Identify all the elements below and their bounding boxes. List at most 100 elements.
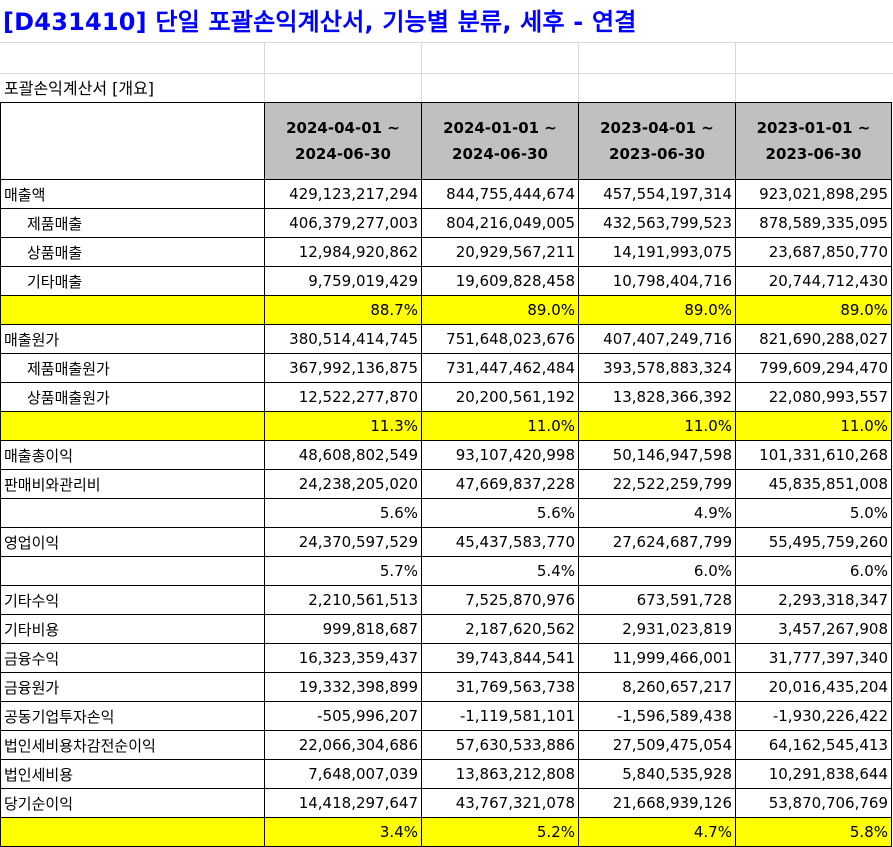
- table-row: 공동기업투자손익 -505,996,207 -1,119,581,101 -1,596…: [0, 701, 892, 731]
- table-row: 상품매출원가 12,522,277,870 20,200,561,192 13,828…: [0, 382, 892, 412]
- value-cell: 48,608,802,549: [264, 440, 422, 470]
- gridline: [264, 42, 265, 102]
- value-cell: 6.0%: [578, 556, 736, 586]
- row-label: [0, 498, 265, 528]
- value-cell: 23,687,850,770: [735, 237, 892, 267]
- table-row: 5.6% 5.6% 4.9% 5.0%: [0, 498, 892, 528]
- page-title: [D431410] 단일 포괄손익계산서, 기능별 분류, 세후 - 연결: [3, 8, 637, 36]
- row-label: 매출원가: [0, 324, 265, 354]
- value-cell: 5.4%: [421, 556, 579, 586]
- value-cell: 4.7%: [578, 817, 736, 847]
- value-cell: 88.7%: [264, 295, 422, 325]
- value-cell: 27,624,687,799: [578, 527, 736, 557]
- value-cell: 4.9%: [578, 498, 736, 528]
- value-cell: 31,777,397,340: [735, 643, 892, 673]
- value-cell: 457,554,197,314: [578, 179, 736, 209]
- value-cell: 93,107,420,998: [421, 440, 579, 470]
- row-label: [0, 411, 265, 441]
- row-label: 기타매출: [0, 266, 265, 296]
- value-cell: 31,769,563,738: [421, 672, 579, 702]
- value-cell: 12,522,277,870: [264, 382, 422, 412]
- row-label: [0, 295, 265, 325]
- value-cell: 13,828,366,392: [578, 382, 736, 412]
- value-cell: 20,929,567,211: [421, 237, 579, 267]
- value-cell: 20,200,561,192: [421, 382, 579, 412]
- row-label: 금융원가: [0, 672, 265, 702]
- value-cell: 53,870,706,769: [735, 788, 892, 818]
- value-cell: 11.0%: [578, 411, 736, 441]
- table-row: 제품매출원가 367,992,136,875 731,447,462,484 393,…: [0, 353, 892, 383]
- value-cell: 9,759,019,429: [264, 266, 422, 296]
- value-cell: 45,437,583,770: [421, 527, 579, 557]
- value-cell: 407,407,249,716: [578, 324, 736, 354]
- value-cell: 923,021,898,295: [735, 179, 892, 209]
- ratio-row: 3.4% 5.2% 4.7% 5.8%: [0, 817, 892, 847]
- value-cell: 22,066,304,686: [264, 730, 422, 760]
- table-row: 당기순이익 14,418,297,647 43,767,321,078 21,668,…: [0, 788, 892, 818]
- value-cell: 16,323,359,437: [264, 643, 422, 673]
- table-row: 매출총이익 48,608,802,549 93,107,420,998 50,146,…: [0, 440, 892, 470]
- table-row: 영업이익 24,370,597,529 45,437,583,770 27,624,6…: [0, 527, 892, 557]
- table-row: 매출원가 380,514,414,745 751,648,023,676 407,40…: [0, 324, 892, 354]
- income-statement-table: 2024-04-01 ~2024-06-30 2024-01-01 ~2024-…: [0, 102, 892, 847]
- table-row: 법인세비용 7,648,007,039 13,863,212,808 5,840,53…: [0, 759, 892, 789]
- value-cell: 45,835,851,008: [735, 469, 892, 499]
- value-cell: 89.0%: [421, 295, 579, 325]
- value-cell: -1,119,581,101: [421, 701, 579, 731]
- row-label: 판매비와관리비: [0, 469, 265, 499]
- value-cell: 804,216,049,005: [421, 208, 579, 238]
- value-cell: 5.6%: [264, 498, 422, 528]
- value-cell: 27,509,475,054: [578, 730, 736, 760]
- value-cell: 101,331,610,268: [735, 440, 892, 470]
- row-label: [0, 556, 265, 586]
- value-cell: 57,630,533,886: [421, 730, 579, 760]
- table-row: 제품매출 406,379,277,003 804,216,049,005 432,56…: [0, 208, 892, 238]
- value-cell: 3,457,267,908: [735, 614, 892, 644]
- gridline: [735, 42, 736, 102]
- gridline: [0, 42, 893, 43]
- table-row: 기타비용 999,818,687 2,187,620,562 2,931,023,81…: [0, 614, 892, 644]
- value-cell: 11,999,466,001: [578, 643, 736, 673]
- value-cell: 2,210,561,513: [264, 585, 422, 615]
- value-cell: 2,187,620,562: [421, 614, 579, 644]
- value-cell: 20,744,712,430: [735, 266, 892, 296]
- value-cell: 21,668,939,126: [578, 788, 736, 818]
- value-cell: 39,743,844,541: [421, 643, 579, 673]
- period-header: 2024-01-01 ~2024-06-30: [421, 102, 579, 180]
- value-cell: 5.6%: [421, 498, 579, 528]
- value-cell: 799,609,294,470: [735, 353, 892, 383]
- row-label: 상품매출원가: [0, 382, 265, 412]
- row-label: 기타비용: [0, 614, 265, 644]
- value-cell: 878,589,335,095: [735, 208, 892, 238]
- value-cell: 89.0%: [735, 295, 892, 325]
- value-cell: 7,648,007,039: [264, 759, 422, 789]
- value-cell: 43,767,321,078: [421, 788, 579, 818]
- row-label: 기타수익: [0, 585, 265, 615]
- value-cell: 11.0%: [421, 411, 579, 441]
- value-cell: -1,930,226,422: [735, 701, 892, 731]
- table-row: 매출액 429,123,217,294 844,755,444,674 457,554…: [0, 179, 892, 209]
- value-cell: 5.8%: [735, 817, 892, 847]
- value-cell: 89.0%: [578, 295, 736, 325]
- value-cell: 5.0%: [735, 498, 892, 528]
- value-cell: 731,447,462,484: [421, 353, 579, 383]
- row-label: 법인세비용: [0, 759, 265, 789]
- value-cell: 10,798,404,716: [578, 266, 736, 296]
- value-cell: 5.7%: [264, 556, 422, 586]
- value-cell: 393,578,883,324: [578, 353, 736, 383]
- value-cell: 673,591,728: [578, 585, 736, 615]
- value-cell: 11.3%: [264, 411, 422, 441]
- value-cell: -505,996,207: [264, 701, 422, 731]
- value-cell: 24,370,597,529: [264, 527, 422, 557]
- section-label: 포괄손익계산서 [개요]: [4, 79, 155, 98]
- row-label: 금융수익: [0, 643, 265, 673]
- row-label: [0, 817, 265, 847]
- row-label: 상품매출: [0, 237, 265, 267]
- table-row: 법인세비용차감전순이익 22,066,304,686 57,630,533,886 2…: [0, 730, 892, 760]
- value-cell: 751,648,023,676: [421, 324, 579, 354]
- period-header: 2023-01-01 ~2023-06-30: [735, 102, 892, 180]
- value-cell: 19,332,398,899: [264, 672, 422, 702]
- table-row: 기타매출 9,759,019,429 19,609,828,458 10,798,40…: [0, 266, 892, 296]
- row-label: 공동기업투자손익: [0, 701, 265, 731]
- value-cell: 24,238,205,020: [264, 469, 422, 499]
